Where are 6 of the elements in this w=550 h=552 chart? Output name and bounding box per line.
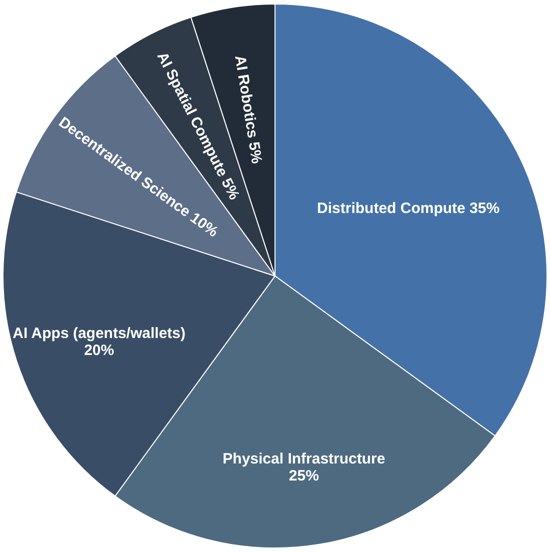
slice-label: Physical Infrastructure (222, 450, 386, 468)
slice-label: AI Apps (agents/wallets) (12, 325, 186, 342)
data-label: 20% (84, 342, 114, 360)
data-label: 25% (288, 468, 319, 485)
slice-label: AI Robotics 5% (231, 54, 266, 165)
slice-label: Distributed Compute 35% (317, 200, 500, 218)
